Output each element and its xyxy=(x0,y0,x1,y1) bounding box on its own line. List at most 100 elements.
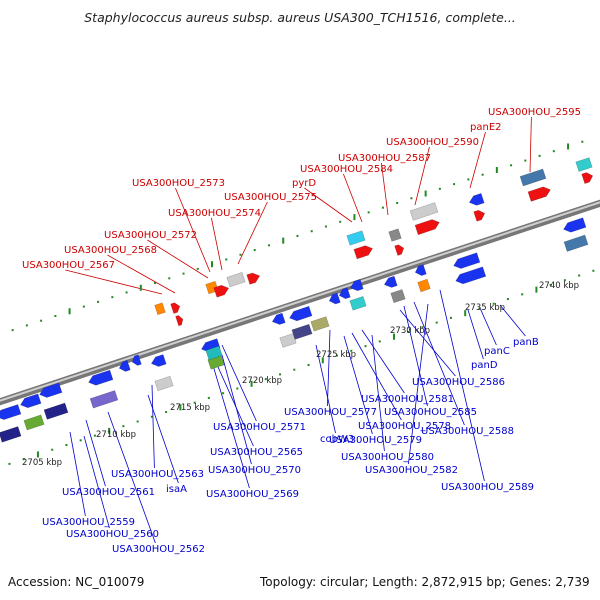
reverse-gene-label[interactable]: cobW3 xyxy=(320,434,354,445)
reverse-gene-label[interactable]: USA300HOU_2577 xyxy=(284,407,377,418)
reverse-gene-feature[interactable] xyxy=(118,359,131,373)
reverse-gene-label[interactable]: USA300HOU_2565 xyxy=(210,447,303,458)
reverse-gene-feature[interactable] xyxy=(328,292,341,306)
reverse-gene-feature[interactable] xyxy=(338,287,351,301)
forward-gene-label[interactable]: USA300HOU_2590 xyxy=(386,137,479,148)
forward-gene-label[interactable]: USA300HOU_2584 xyxy=(300,164,393,175)
reverse-gene-feature[interactable] xyxy=(291,323,313,340)
forward-gene-label[interactable]: USA300HOU_2572 xyxy=(104,230,197,241)
reverse-gene-feature[interactable] xyxy=(154,375,174,392)
reverse-gene-label[interactable]: USA300HOU_2563 xyxy=(111,469,204,480)
reverse-gene-feature[interactable] xyxy=(205,345,223,361)
reverse-gene-label[interactable]: USA300HOU_2580 xyxy=(341,452,434,463)
reverse-gene-feature[interactable] xyxy=(454,266,487,286)
reverse-gene-feature[interactable] xyxy=(0,404,22,422)
kbp-labels: 2705 kbp 2710 kbp 2715 kbp 2720 kbp 2725 kbp… xyxy=(22,281,579,468)
forward-gene-feature[interactable] xyxy=(581,171,595,184)
reverse-gene-feature[interactable] xyxy=(19,393,42,410)
forward-gene-feature[interactable] xyxy=(473,209,487,222)
reverse-gene-feature[interactable] xyxy=(38,382,63,399)
forward-gene-feature[interactable] xyxy=(154,302,166,316)
reverse-gene-feature[interactable] xyxy=(349,295,367,311)
forward-gene-label[interactable]: USA300HOU_2568 xyxy=(64,245,157,256)
reverse-gene-label[interactable]: USA300HOU_2562 xyxy=(112,544,205,555)
reverse-gene-label[interactable]: USA300HOU_2579 xyxy=(329,435,422,446)
reverse-gene-label[interactable]: panC xyxy=(484,346,510,357)
forward-gene-label[interactable]: USA300HOU_2567 xyxy=(22,260,115,271)
kbp-tick-label: 2710 kbp xyxy=(96,430,136,440)
forward-gene-feature[interactable] xyxy=(394,243,406,256)
reverse-gene-label[interactable]: USA300HOU_2570 xyxy=(208,465,301,476)
forward-gene-feature[interactable] xyxy=(346,230,366,246)
reverse-gene-label[interactable]: isaA xyxy=(166,484,187,495)
genome-info-text: Topology: circular; Length: 2,872,915 bp… xyxy=(260,575,590,589)
reverse-gene-feature[interactable] xyxy=(87,369,114,387)
reverse-gene-feature[interactable] xyxy=(452,252,481,271)
reverse-gene-label[interactable]: USA300HOU_2569 xyxy=(206,489,299,500)
reverse-gene-label[interactable]: USA300HOU_2561 xyxy=(62,487,155,498)
kbp-tick-label: 2715 kbp xyxy=(170,403,210,413)
reverse-gene-label[interactable]: USA300HOU_2560 xyxy=(66,529,159,540)
gene-labels[interactable]: USA300HOU_2595 panE2 USA300HOU_2590 USA300H… xyxy=(22,107,581,555)
reverse-gene-feature[interactable] xyxy=(131,354,142,367)
scale-ticks xyxy=(8,140,595,465)
reverse-gene-label[interactable]: USA300HOU_2582 xyxy=(365,465,458,476)
forward-gene-feature[interactable] xyxy=(175,314,185,327)
forward-gene-feature[interactable] xyxy=(575,157,593,172)
forward-gene-label[interactable]: USA300HOU_2573 xyxy=(132,178,225,189)
forward-gene-feature[interactable] xyxy=(388,228,402,242)
kbp-tick-label: 2725 kbp xyxy=(316,350,356,360)
kbp-tick-label: 2735 kbp xyxy=(465,303,505,313)
reverse-gene-feature[interactable] xyxy=(310,316,330,332)
reverse-gene-feature[interactable] xyxy=(279,333,297,348)
forward-gene-feature[interactable] xyxy=(213,283,230,298)
forward-gene-feature[interactable] xyxy=(409,202,439,221)
reverse-gene-feature[interactable] xyxy=(43,402,69,420)
forward-gene-label[interactable]: USA300HOU_2574 xyxy=(168,208,261,219)
reverse-gene-label[interactable]: USA300HOU_2581 xyxy=(361,394,454,405)
forward-gene-feature[interactable] xyxy=(527,185,552,202)
reverse-gene-feature[interactable] xyxy=(563,234,589,252)
reverse-gene-label[interactable]: USA300HOU_2585 xyxy=(384,407,477,418)
reverse-gene-feature[interactable] xyxy=(383,275,398,289)
forward-gene-feature[interactable] xyxy=(226,272,246,288)
kbp-tick-label: 2740 kbp xyxy=(539,281,579,291)
reverse-gene-feature[interactable] xyxy=(150,354,167,369)
reverse-gene-label[interactable]: USA300HOU_2586 xyxy=(412,377,505,388)
gene-features[interactable] xyxy=(0,157,595,443)
reverse-gene-feature[interactable] xyxy=(0,426,22,443)
reverse-gene-feature[interactable] xyxy=(414,264,427,278)
forward-gene-feature[interactable] xyxy=(353,244,374,260)
reverse-gene-feature[interactable] xyxy=(89,390,119,409)
forward-gene-feature[interactable] xyxy=(468,192,485,207)
reverse-gene-label[interactable]: USA300HOU_2589 xyxy=(441,482,534,493)
forward-gene-feature[interactable] xyxy=(246,271,262,285)
reverse-gene-feature[interactable] xyxy=(417,278,431,293)
reverse-gene-feature[interactable] xyxy=(271,312,286,326)
forward-gene-feature[interactable] xyxy=(414,218,441,236)
forward-gene-feature[interactable] xyxy=(170,301,182,314)
accession-text: Accession: NC_010079 xyxy=(8,575,145,589)
forward-gene-label[interactable]: USA300HOU_2587 xyxy=(338,153,431,164)
reverse-gene-feature[interactable] xyxy=(288,305,313,322)
reverse-gene-feature[interactable] xyxy=(562,217,587,234)
forward-gene-label[interactable]: pyrD xyxy=(292,178,316,189)
forward-gene-feature[interactable] xyxy=(519,168,547,187)
reverse-gene-feature[interactable] xyxy=(349,278,364,292)
kbp-tick-label: 2705 kbp xyxy=(22,458,62,468)
reverse-gene-feature[interactable] xyxy=(390,289,406,304)
reverse-gene-label[interactable]: panB xyxy=(513,337,539,348)
reverse-gene-label[interactable]: USA300HOU_2578 xyxy=(358,421,451,432)
kbp-tick-label: 2720 kbp xyxy=(242,376,282,386)
reverse-gene-label[interactable]: USA300HOU_2588 xyxy=(421,426,514,437)
reverse-gene-label[interactable]: USA300HOU_2559 xyxy=(42,517,135,528)
map-title: Staphylococcus aureus subsp. aureus USA3… xyxy=(84,10,516,25)
forward-gene-label[interactable]: panE2 xyxy=(470,122,502,133)
reverse-gene-feature[interactable] xyxy=(23,414,45,431)
reverse-gene-label[interactable]: panD xyxy=(471,360,498,371)
forward-gene-label[interactable]: USA300HOU_2575 xyxy=(224,192,317,203)
reverse-gene-label[interactable]: USA300HOU_2571 xyxy=(213,422,306,433)
forward-gene-label[interactable]: USA300HOU_2595 xyxy=(488,107,581,118)
genome-backbone xyxy=(0,199,600,406)
